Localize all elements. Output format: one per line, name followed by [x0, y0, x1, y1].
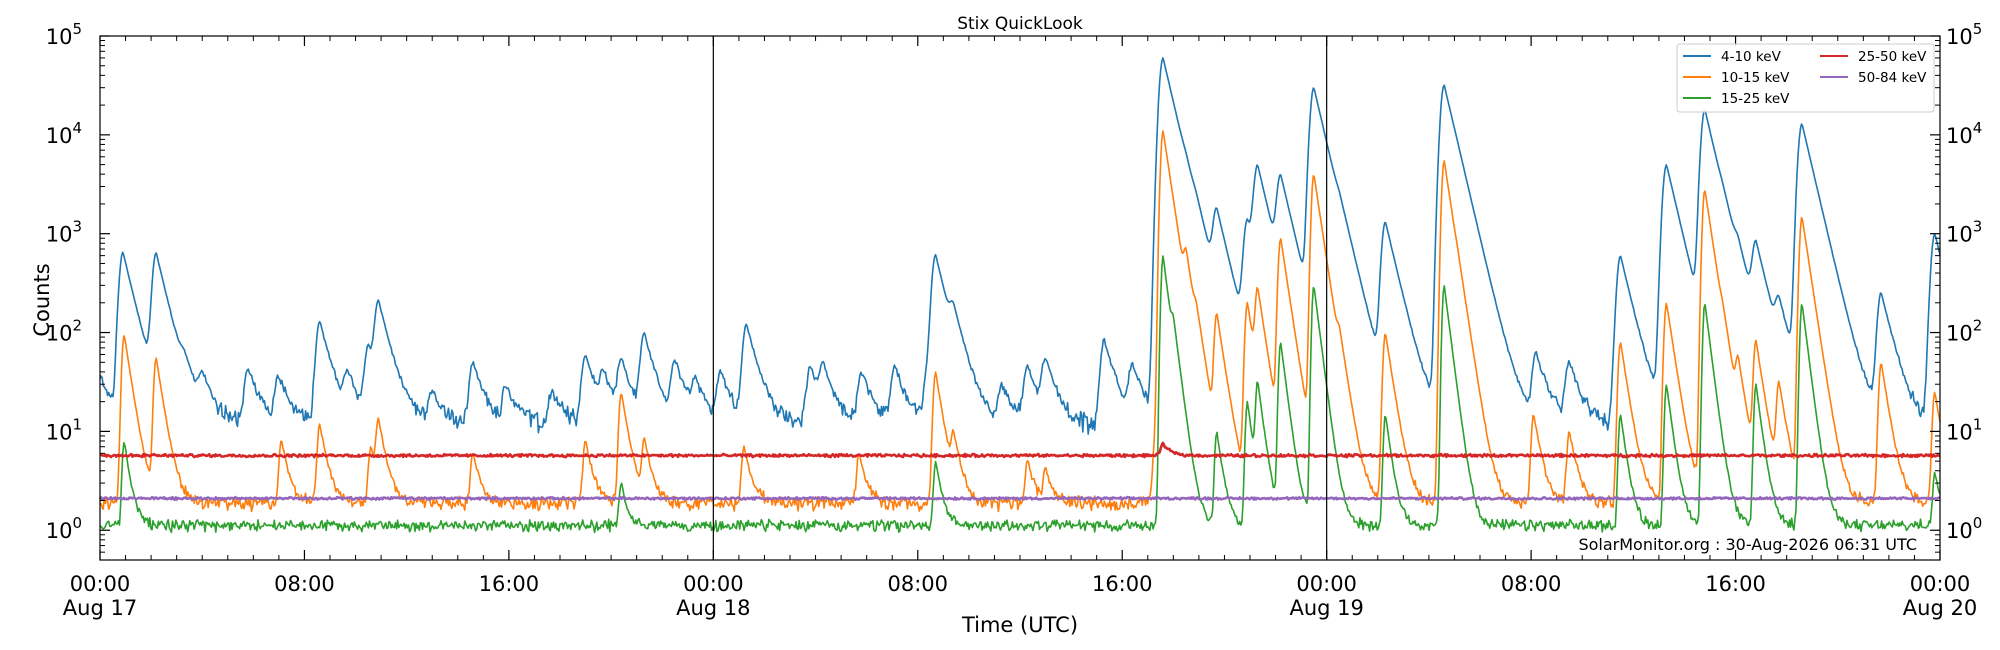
- y-tick-label-right: 100: [1946, 514, 1982, 543]
- legend-entry-label: 4-10 keV: [1721, 49, 1782, 65]
- x-tick-label: 00:00: [70, 572, 131, 596]
- y-tick-label: 102: [46, 317, 82, 346]
- day-divider-layer: [712, 36, 1328, 560]
- x-tick-label: 08:00: [888, 572, 949, 596]
- x-tick-label: 00:00: [1296, 572, 1357, 596]
- series-layer: [98, 57, 1941, 534]
- legend-entry-label: 10-15 keV: [1721, 70, 1790, 86]
- x-tick-label: 16:00: [1705, 572, 1766, 596]
- legend-box: [1676, 43, 1935, 113]
- series-line-50-84-kev: [98, 495, 1941, 501]
- y-tick-label: 103: [46, 218, 82, 247]
- y-tick-label: 101: [46, 415, 82, 444]
- legend-entry-label: 15-25 keV: [1721, 91, 1790, 107]
- y-tick-label: 105: [46, 20, 82, 49]
- chart-title: Stix QuickLook: [957, 14, 1083, 34]
- watermark-annotation: SolarMonitor.org : 30-Aug-2026 06:31 UTC: [1578, 535, 1917, 554]
- y-axis-label: Counts: [30, 263, 54, 336]
- x-tick-label: 16:00: [479, 572, 540, 596]
- series-line-4-10-kev: [99, 57, 1941, 435]
- x-tick-label: 08:00: [1501, 572, 1562, 596]
- y-tick-label: 104: [46, 119, 82, 148]
- x-tick-date-label: Aug 20: [1903, 596, 1977, 620]
- x-tick-label: 00:00: [683, 572, 744, 596]
- y-tick-label-right: 103: [1946, 218, 1982, 247]
- legend-entry-label: 25-50 keV: [1858, 49, 1927, 65]
- x-tick-date-label: Aug 18: [676, 596, 750, 620]
- y-tick-label: 100: [46, 514, 82, 543]
- x-tick-date-label: Aug 17: [63, 596, 137, 620]
- legend-entry-label: 50-84 keV: [1858, 70, 1927, 86]
- y-tick-label-right: 104: [1946, 119, 1982, 148]
- x-tick-label: 16:00: [1092, 572, 1153, 596]
- legend: 4-10 keV 10-15 keV 15-25 keV 25-50 keV 50-84…: [1676, 43, 1935, 113]
- x-tick-label: 00:00: [1910, 572, 1971, 596]
- x-axis-label: Time (UTC): [961, 613, 1078, 637]
- y-tick-label-right: 105: [1946, 20, 1982, 49]
- x-tick-date-label: Aug 19: [1289, 596, 1363, 620]
- series-line-25-50-kev: [99, 441, 1941, 459]
- y-tick-label-right: 101: [1946, 415, 1982, 444]
- y-tick-label-right: 102: [1946, 317, 1982, 346]
- series-line-15-25-kev: [99, 255, 1941, 534]
- x-tick-label: 08:00: [274, 572, 335, 596]
